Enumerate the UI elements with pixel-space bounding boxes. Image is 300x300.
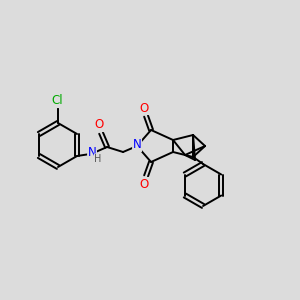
Text: N: N xyxy=(133,139,141,152)
Text: O: O xyxy=(140,101,149,115)
Text: Cl: Cl xyxy=(51,94,63,107)
Text: H: H xyxy=(94,154,102,164)
Text: O: O xyxy=(94,118,104,131)
Text: O: O xyxy=(140,178,149,190)
Text: N: N xyxy=(88,146,96,160)
